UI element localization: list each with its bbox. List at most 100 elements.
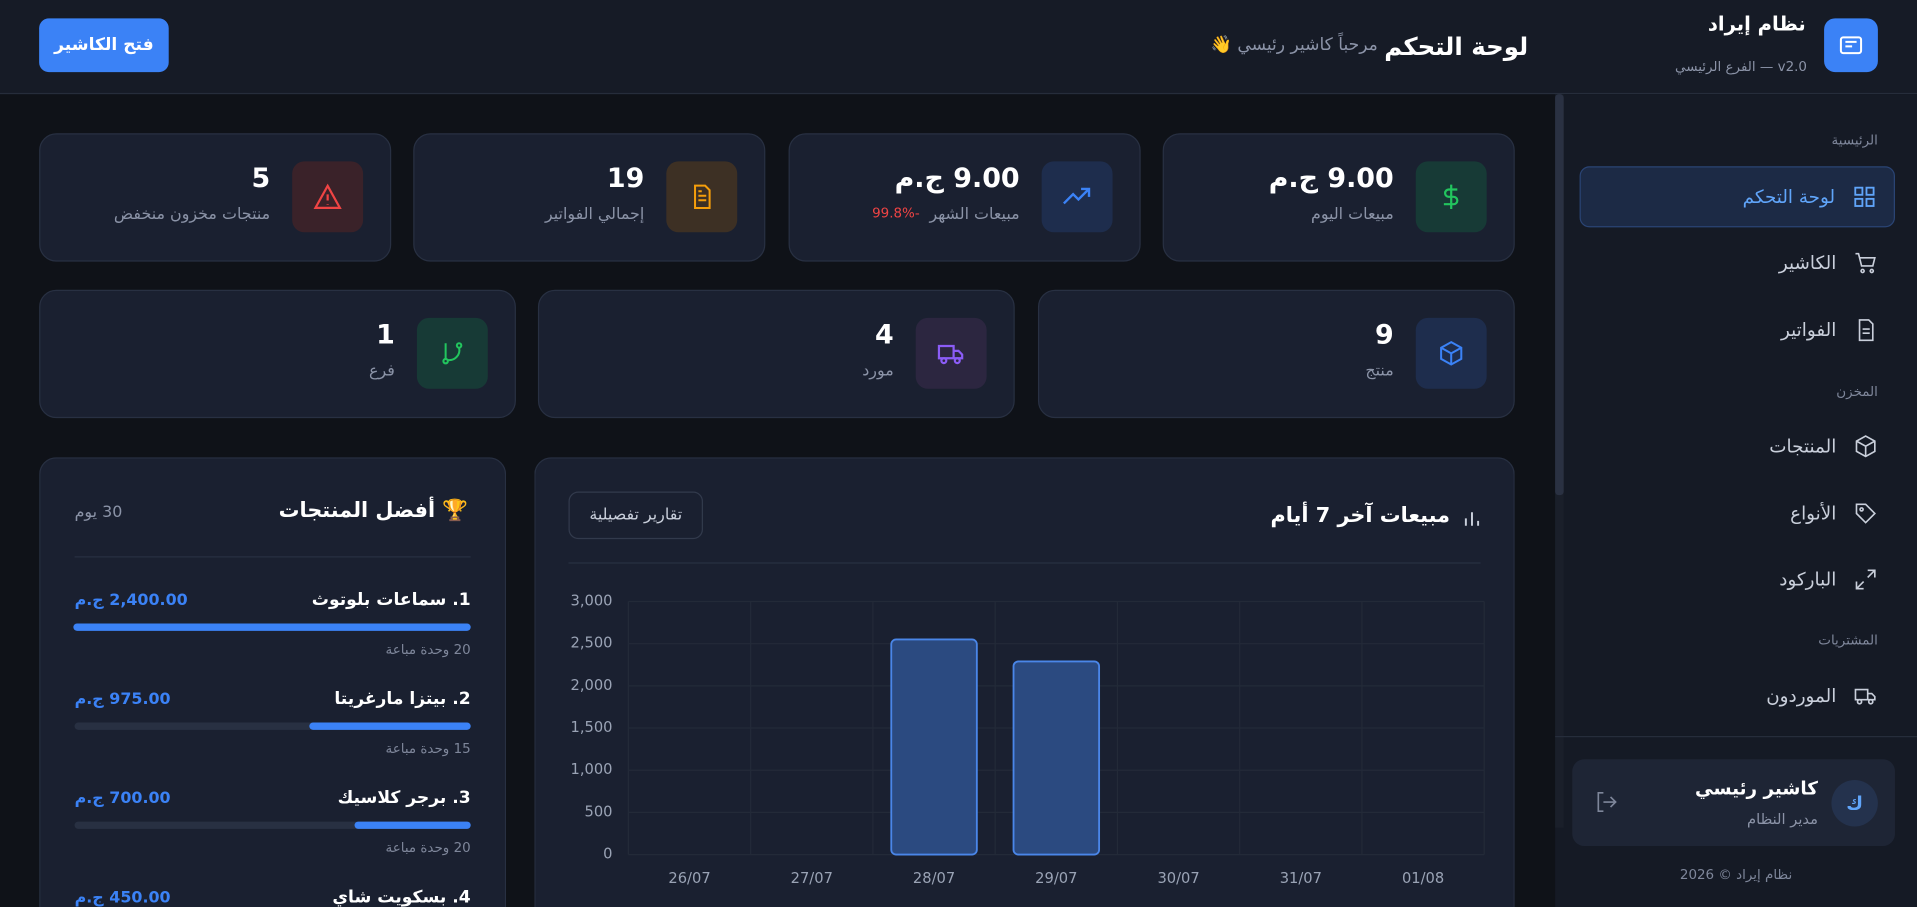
avatar: ك [1831,780,1878,827]
user-role: مدير النظام [1747,810,1818,828]
x-tick-label: 30/07 [1157,870,1199,887]
count-card: 4 مورد [537,289,1015,419]
count-icon [416,317,488,389]
x-tick-label: 31/07 [1280,870,1322,887]
stat-label: منتجات مخزون منخفض [113,205,271,224]
nav-label: الباركود [1779,568,1837,591]
count-card: 1 فرع [39,289,516,419]
nav-item[interactable]: المنتجات [1580,417,1895,478]
progress-track [74,722,471,730]
progress-bar [309,722,471,730]
greeting: مرحباً كاشير رئيسي 👋 [1210,35,1378,56]
chart-title: مبيعات آخر 7 أيام [1270,503,1450,529]
logo [1824,18,1878,73]
reports-button[interactable]: تقارير تفصيلية [568,491,703,540]
nav-item[interactable]: الأنواع [1580,484,1895,545]
section-label: المخزن [1836,383,1878,400]
nav-item[interactable]: الموردون [1580,666,1895,727]
nav-label: الأنواع [1790,502,1837,525]
products-card: 🏆 أفضل المنتجات 30 يوم 1. سماعات بلوتوث 2… [39,457,507,907]
count-value: 9 [1375,320,1394,351]
nav-label: الفواتير [1781,319,1837,342]
scroll-track [1555,94,1564,828]
nav-label: الموردون [1766,684,1837,707]
app-name: نظام إيراد [1707,12,1806,36]
product-revenue: 700.00 ج.م [74,789,171,809]
bar [1012,660,1101,856]
chart-icon [1464,512,1480,526]
nav-label: الكاشير [1778,251,1837,274]
product-revenue: 975.00 ج.م [74,690,171,710]
product-name: 2. بيتزا مارغريتا [334,689,471,710]
count-icon [1415,317,1487,389]
x-tick-label: 29/07 [1035,870,1077,887]
logout-button[interactable] [1594,790,1618,814]
nav-label: لوحة التحكم [1742,185,1836,208]
stat-icon [292,161,364,233]
top-bar: نظام إيراد v2.0 — الفرع الرئيسي لوحة الت… [0,0,1917,95]
count-label: مورد [862,361,894,381]
stat-card: 5 منتجات مخزون منخفض [39,133,392,262]
user-card: ك كاشير رئيسي مدير النظام [1572,759,1895,847]
y-tick-label: 2,000 [571,677,613,694]
app-version: v2.0 — الفرع الرئيسي [1674,58,1807,75]
progress-bar [354,821,471,829]
product-name: 3. برجر كلاسيك [337,788,471,809]
stat-card: 9.00 ج.م مبيعات اليوم [1162,133,1515,262]
stat-card: 19 إجمالي الفواتير [413,133,766,262]
y-tick-label: 2,500 [571,635,613,652]
nav-item[interactable]: الفواتير [1580,301,1895,362]
footer: نظام إيراد © 2026 [1679,866,1793,883]
divider [74,556,471,558]
period: 30 يوم [74,503,123,523]
nav-label: المنتجات [1769,435,1837,458]
progress-track [74,821,471,829]
stat-icon [666,161,738,233]
product-revenue: 450.00 ج.م [74,888,171,907]
stat-change: -99.8% [872,205,920,222]
user-name: كاشير رئيسي [1694,777,1818,800]
stat-icon [1041,161,1113,233]
count-label: منتج [1365,361,1394,381]
section-label: المشتريات [1818,632,1878,648]
section-label: الرئيسية [1831,132,1878,148]
x-tick-label: 26/07 [668,870,710,887]
x-tick-label: 01/08 [1402,870,1444,887]
stat-label: مبيعات الشهر [929,205,1020,224]
y-tick-label: 500 [585,803,613,820]
y-tick-label: 0 [603,846,612,863]
stat-icon [1415,161,1487,233]
count-icon [915,317,987,389]
count-card: 9 منتج [1037,289,1515,419]
divider [1555,735,1917,738]
stat-label: مبيعات اليوم [1310,205,1394,224]
product-revenue: 2,400.00 ج.م [74,591,188,611]
count-value: 4 [874,320,894,351]
progress-bar [73,623,471,631]
units-sold: 20 وحدة مباعة [385,641,471,658]
stat-value: 9.00 ج.م [894,163,1020,195]
y-tick-label: 3,000 [571,593,613,610]
nav-item[interactable]: الكاشير [1580,234,1895,295]
sales-chart: 0 500 1,000 1,500 2,000 2,500 3,000 26/07 27/07 2… [571,593,1485,887]
nav-item[interactable]: الباركود [1580,550,1895,611]
page-title: لوحة التحكم [1384,31,1529,62]
stat-label: إجمالي الفواتير [544,205,645,224]
nav-item-active[interactable]: لوحة التحكم [1579,166,1895,228]
count-label: فرع [369,361,395,381]
units-sold: 20 وحدة مباعة [385,839,471,856]
x-tick-label: 28/07 [913,870,955,887]
stat-value: 19 [606,163,645,195]
divider [568,562,1481,564]
sidebar: الرئيسية لوحة التحكم الكاشير الفواتير ال… [1555,94,1917,907]
y-tick-label: 1,500 [571,719,613,736]
products-title: 🏆 أفضل المنتجات [278,498,469,524]
stat-value: 9.00 ج.م [1268,163,1394,195]
open-cashier-button[interactable]: فتح الكاشير [39,18,169,73]
y-tick-label: 1,000 [571,761,613,778]
x-tick-label: 27/07 [791,870,833,887]
stat-value: 5 [251,163,271,195]
count-value: 1 [376,320,395,351]
